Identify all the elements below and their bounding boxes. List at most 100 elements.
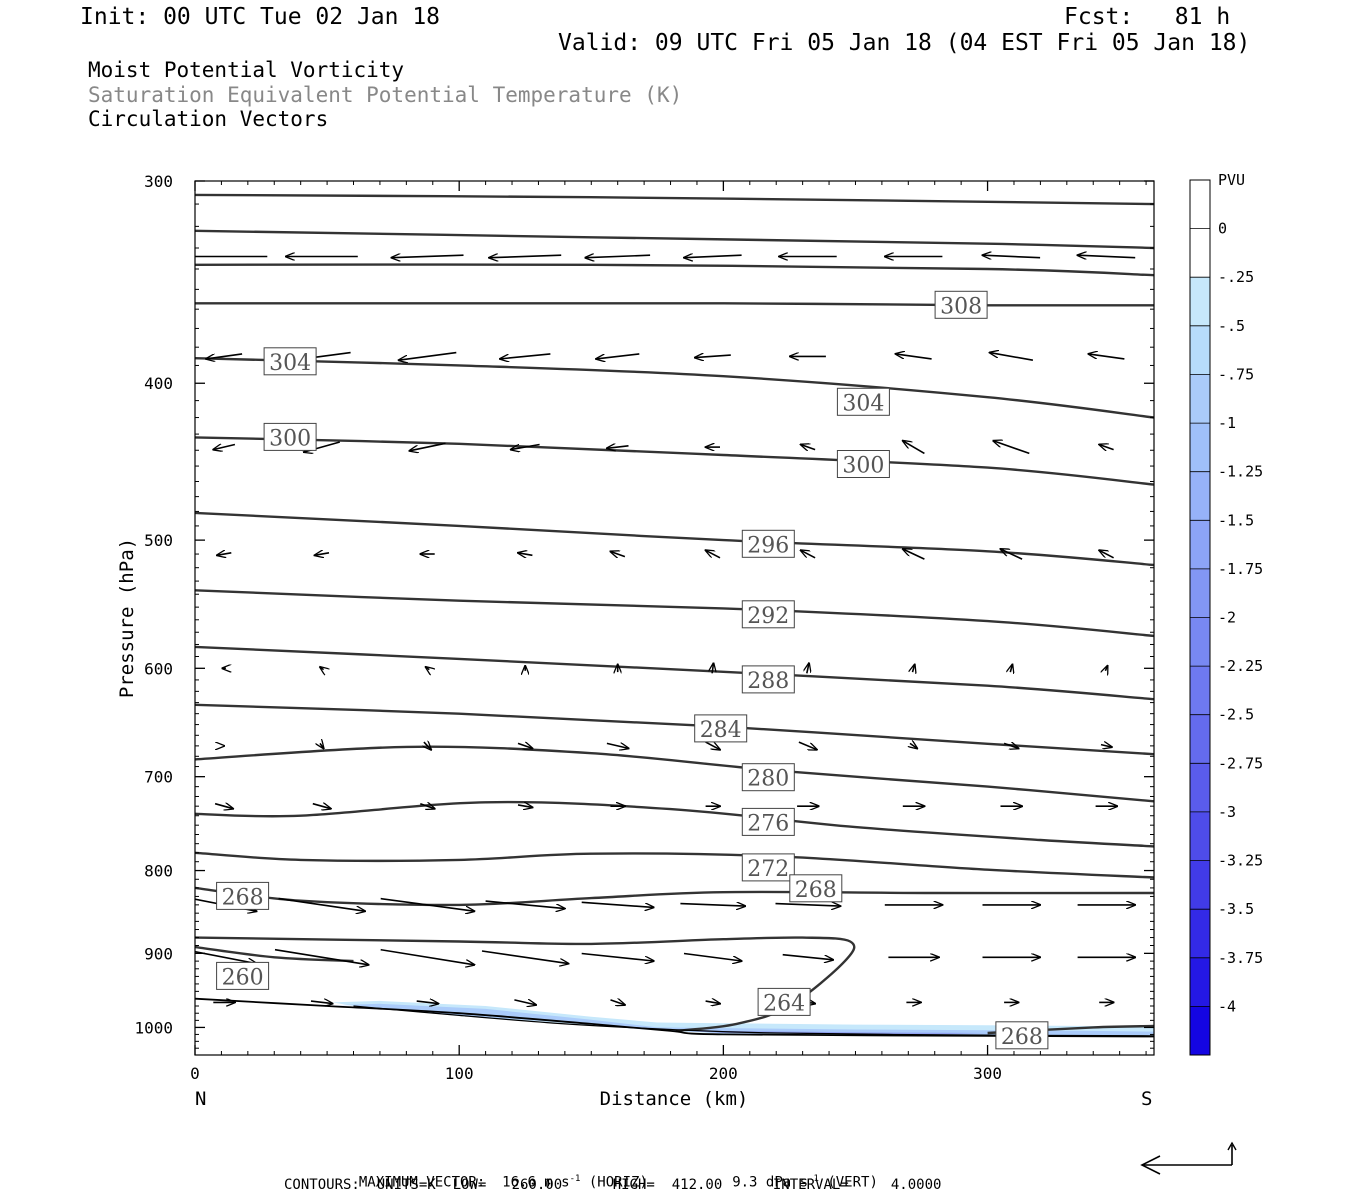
vector-arrow: [481, 950, 568, 964]
x-tick-label: 100: [445, 1064, 474, 1083]
valid-time: Valid: 09 UTC Fri 05 Jan 18 (04 EST Fri …: [558, 30, 1251, 56]
vector-arrow: [217, 553, 232, 556]
vector-arrow: [706, 550, 721, 559]
colorbar-swatch: [1190, 860, 1210, 910]
init-time: Init: 00 UTC Tue 02 Jan 18: [80, 4, 441, 30]
colorbar-swatch: [1190, 277, 1210, 327]
contour-label: 292: [747, 604, 789, 629]
terrain-lower: [353, 1005, 1154, 1037]
vector-arrow: [489, 255, 562, 258]
vector-arrow: [315, 553, 330, 556]
terrain-line: [195, 997, 1154, 1038]
contour-label-box: [757, 987, 811, 1016]
colorbar-label: -.75: [1218, 365, 1254, 383]
contour-284: [195, 703, 1154, 756]
vector-arrow: [990, 353, 1034, 361]
contour-label: 268: [1001, 1025, 1043, 1050]
y-tick-label: 900: [144, 944, 173, 963]
contour-label-box: [836, 450, 890, 478]
max-vector-horiz: 16.6 m s: [502, 1174, 570, 1191]
colorbar-label: -4: [1218, 997, 1236, 1015]
contour-272: [195, 851, 1154, 879]
colorbar-label: -1: [1218, 414, 1236, 432]
reference-vector: [1140, 1141, 1237, 1175]
forecast-hour: Fcst: 81 h: [1064, 4, 1231, 30]
contour-312: [195, 263, 1154, 277]
contour-316: [195, 229, 1154, 250]
contour-label-box: [741, 807, 795, 836]
colorbar-label: 0: [1218, 220, 1227, 238]
contour-296: [195, 511, 1154, 567]
contour-label: 260: [222, 965, 264, 990]
max-vector-vert: 9.3 dPa s: [732, 1174, 809, 1191]
vector-arrow: [1078, 255, 1136, 258]
contour-label-box: [263, 347, 317, 376]
vector-arrow: [983, 255, 1041, 258]
vector-arrow: [610, 1000, 625, 1005]
vector-arrow: [485, 900, 565, 909]
vector-arrow: [801, 550, 816, 559]
vector-arrow: [380, 897, 475, 912]
vector-arrow: [320, 667, 324, 670]
vector-arrow: [206, 353, 243, 359]
vector-arrow: [680, 904, 745, 907]
contour-320: [195, 193, 1154, 206]
vector-arrow: [611, 552, 626, 557]
vector-arrow: [424, 742, 431, 750]
contour-label: 296: [747, 533, 789, 558]
contour-300: [195, 436, 1154, 486]
vector-arrow: [426, 667, 430, 670]
contour-label-box: [789, 874, 843, 903]
x-tick-label: 300: [973, 1064, 1002, 1083]
max-vector-horiz-unit: (HORIZ): [588, 1174, 648, 1191]
vector-arrow: [399, 351, 457, 361]
vector-arrow: [410, 442, 446, 451]
colorbar-swatch: [1190, 957, 1210, 1007]
contour-label: 304: [269, 351, 311, 376]
field-title-theta-es: Saturation Equivalent Potential Temperat…: [88, 83, 683, 107]
mpv-region-outer: [332, 1000, 1154, 1036]
colorbar-swatch: [1190, 423, 1210, 473]
y-axis-label: Pressure (hPa): [116, 538, 138, 698]
colorbar-swatch: [1190, 228, 1210, 278]
contour-label-box: [216, 961, 270, 990]
y-tick-label: 600: [144, 659, 173, 678]
vector-arrow: [596, 353, 640, 359]
contour-label: 280: [747, 767, 789, 792]
vector-arrow: [312, 804, 331, 809]
y-tick-label: 800: [144, 862, 173, 881]
colorbar-label: -.25: [1218, 268, 1254, 286]
x-tick-label: 200: [709, 1064, 738, 1083]
vector-arrow: [1001, 549, 1023, 560]
colorbar-label: -3: [1218, 803, 1236, 821]
contour-label-box: [694, 714, 748, 743]
colorbar-swatch: [1190, 909, 1210, 959]
contour-label-box: [216, 881, 270, 910]
contour-label-box: [741, 600, 795, 629]
contour-label: 308: [940, 294, 982, 319]
contour-label: 268: [795, 878, 837, 903]
vector-arrow: [278, 897, 365, 912]
contour-260: [195, 945, 354, 963]
vector-arrow: [913, 665, 915, 673]
colorbar-swatch: [1190, 714, 1210, 764]
vector-arrow: [518, 553, 533, 556]
contour-304: [195, 357, 1154, 419]
vector-arrow: [896, 354, 932, 360]
vector-arrow: [683, 952, 742, 962]
vector-arrow: [392, 255, 464, 258]
contour-label: 268: [222, 885, 264, 910]
max-vector-horiz-exp: -1: [569, 1174, 581, 1184]
vector-arrow: [695, 355, 731, 358]
colorbar-swatch: [1190, 811, 1210, 861]
y-tick-label: 1000: [134, 1018, 173, 1037]
vector-arrow: [1010, 665, 1012, 673]
contour-label: 300: [269, 426, 311, 451]
vector-arrow: [807, 663, 809, 674]
colorbar-swatch: [1190, 617, 1210, 667]
colorbar-swatch: [1190, 180, 1210, 230]
colorbar-label: -3.25: [1218, 852, 1263, 870]
max-vector-label: MAXIMUM VECTOR:: [358, 1174, 486, 1191]
vector-arrow: [705, 741, 720, 750]
